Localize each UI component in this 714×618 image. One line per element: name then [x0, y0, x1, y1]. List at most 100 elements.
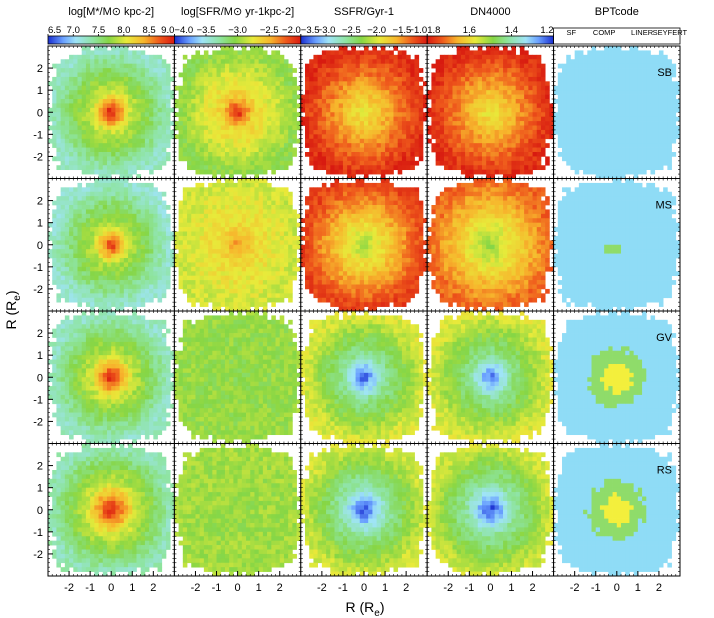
map-pixel	[356, 73, 361, 78]
map-pixel	[204, 50, 209, 55]
map-pixel	[562, 156, 567, 161]
map-pixel	[486, 143, 491, 148]
map-pixel	[149, 73, 154, 78]
map-pixel	[672, 81, 677, 86]
map-pixel	[77, 227, 82, 232]
map-pixel	[69, 249, 74, 254]
map-pixel	[507, 134, 512, 139]
map-pixel	[503, 134, 508, 139]
map-pixel	[486, 64, 491, 69]
map-pixel	[511, 152, 516, 157]
map-pixel	[524, 134, 529, 139]
map-pixel	[187, 77, 192, 82]
map-pixel	[452, 95, 457, 100]
map-pixel	[672, 108, 677, 113]
map-pixel	[225, 50, 230, 55]
map-pixel	[419, 134, 424, 139]
map-pixel	[613, 134, 618, 139]
map-pixel	[111, 68, 116, 73]
map-pixel	[541, 64, 546, 69]
map-pixel	[229, 86, 234, 91]
map-pixel	[621, 55, 626, 60]
map-pixel	[301, 95, 306, 100]
map-pixel	[90, 236, 95, 241]
map-pixel	[608, 99, 613, 104]
map-pixel	[250, 134, 255, 139]
map-pixel	[604, 86, 609, 91]
map-pixel	[520, 117, 525, 122]
map-pixel	[558, 112, 563, 117]
map-pixel	[120, 236, 125, 241]
map-pixel	[482, 148, 487, 153]
map-pixel	[419, 126, 424, 131]
map-pixel	[672, 121, 677, 126]
map-pixel	[415, 152, 420, 157]
map-pixel	[402, 73, 407, 78]
map-pixel	[65, 280, 70, 285]
map-pixel	[82, 143, 87, 148]
map-pixel	[444, 112, 449, 117]
map-pixel	[524, 90, 529, 95]
map-pixel	[621, 108, 626, 113]
map-pixel	[444, 134, 449, 139]
map-pixel	[267, 108, 272, 113]
map-pixel	[284, 148, 289, 153]
map-pixel	[621, 139, 626, 144]
map-pixel	[124, 165, 129, 170]
map-pixel	[94, 201, 99, 206]
map-pixel	[111, 196, 116, 201]
map-pixel	[533, 112, 538, 117]
map-pixel	[77, 196, 82, 201]
map-pixel	[659, 86, 664, 91]
map-pixel	[284, 95, 289, 100]
map-pixel	[406, 121, 411, 126]
map-pixel	[457, 134, 462, 139]
map-pixel	[208, 81, 213, 86]
map-pixel	[436, 134, 441, 139]
map-pixel	[69, 196, 74, 201]
map-pixel	[516, 117, 521, 122]
map-pixel	[368, 143, 373, 148]
map-pixel	[124, 90, 129, 95]
map-pixel	[520, 126, 525, 131]
map-pixel	[195, 77, 200, 82]
map-pixel	[511, 55, 516, 60]
map-pixel	[128, 165, 133, 170]
map-pixel	[351, 50, 356, 55]
map-pixel	[94, 148, 99, 153]
map-pixel	[73, 152, 78, 157]
map-pixel	[166, 126, 171, 131]
map-pixel	[250, 108, 255, 113]
map-pixel	[372, 143, 377, 148]
map-pixel	[415, 81, 420, 86]
map-pixel	[461, 170, 466, 175]
map-pixel	[77, 201, 82, 206]
map-pixel	[537, 108, 542, 113]
map-pixel	[82, 77, 87, 82]
map-pixel	[419, 156, 424, 161]
map-pixel	[162, 77, 167, 82]
map-pixel	[474, 68, 479, 73]
map-pixel	[351, 139, 356, 144]
map-pixel	[233, 165, 238, 170]
map-pixel	[474, 59, 479, 64]
map-pixel	[111, 262, 116, 267]
map-pixel	[267, 126, 272, 131]
map-pixel	[326, 130, 331, 135]
map-pixel	[259, 68, 264, 73]
map-pixel	[663, 99, 668, 104]
map-pixel	[217, 112, 222, 117]
map-pixel	[566, 59, 571, 64]
map-pixel	[99, 86, 104, 91]
map-pixel	[469, 165, 474, 170]
map-pixel	[326, 165, 331, 170]
map-pixel	[208, 139, 213, 144]
map-pixel	[61, 112, 66, 117]
map-pixel	[524, 152, 529, 157]
map-pixel	[217, 161, 222, 166]
map-pixel	[56, 240, 61, 245]
map-pixel	[280, 90, 285, 95]
map-pixel	[469, 95, 474, 100]
map-pixel	[305, 68, 310, 73]
map-pixel	[107, 134, 112, 139]
